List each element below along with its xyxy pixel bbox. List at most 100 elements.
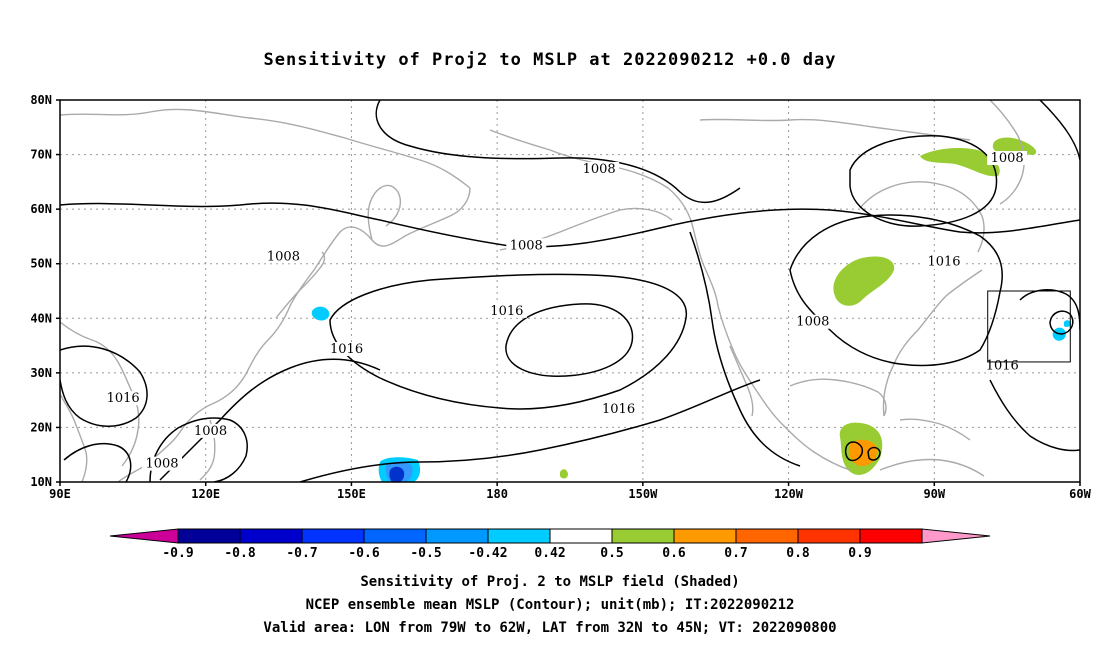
- caption-line-2: NCEP ensemble mean MSLP (Contour); unit(…: [305, 597, 795, 613]
- shade-cyan-atlantic2: [1064, 320, 1071, 328]
- contour-label-bg: [263, 249, 304, 264]
- shade-green-greenland: [992, 137, 1037, 155]
- colorbar: [109, 528, 991, 544]
- contour-label-bg: [190, 423, 231, 438]
- colorbar-swatch: [239, 528, 303, 544]
- contour-1008-arctic: [375, 100, 741, 204]
- lat-tick-label: 20N: [30, 420, 52, 434]
- lon-axis-labels: 90E 120E 150E 180 150W 120W 90W 60W: [49, 482, 1092, 501]
- colorbar-swatch: [859, 528, 923, 544]
- colorbar-level-label: 0.8: [786, 546, 810, 561]
- coast-alaska: [489, 129, 719, 307]
- colorbar-swatch: [549, 528, 613, 544]
- colorbar-level-label: 0.7: [724, 546, 747, 561]
- contour-label-bg: [486, 303, 527, 318]
- colorbar-level-label: -0.42: [468, 546, 507, 561]
- colorbar-level-label: 0.42: [534, 546, 565, 561]
- contour-1016-asia: [60, 345, 148, 427]
- lon-tick-label: 120W: [774, 487, 804, 501]
- coast-arctic-na: [699, 118, 971, 141]
- coast-asia-east: [117, 187, 471, 482]
- colorbar-arrow-high: [921, 528, 991, 544]
- contour-label: 1016: [107, 391, 140, 406]
- contour-1008-wnp: [63, 442, 132, 482]
- colorbar-swatch: [425, 528, 489, 544]
- contour-label: 1016: [602, 402, 635, 417]
- shade-green-greatlakes: [833, 256, 895, 306]
- lon-tick-label: 150E: [337, 487, 366, 501]
- contour-label: 1008: [194, 424, 227, 439]
- colorbar-level-label: -0.7: [286, 546, 317, 561]
- coast-eastcoast: [882, 269, 983, 417]
- shade-darkblue-pacific: [389, 466, 405, 482]
- coast-hudson: [859, 181, 985, 253]
- mslp-contours: [60, 100, 1080, 482]
- coast-westcoast: [717, 305, 851, 471]
- colorbar-level-label: -0.5: [410, 546, 441, 561]
- contour-closed-ca: [844, 441, 864, 462]
- lon-tick-label: 90E: [49, 487, 71, 501]
- contour-1016-pacific: [329, 273, 688, 410]
- lon-tick-label: 180: [486, 487, 508, 501]
- map-frame: [59, 99, 1081, 483]
- contour-label: 1008: [267, 249, 300, 264]
- contour-label: 1016: [490, 304, 523, 319]
- lat-tick-label: 50N: [30, 257, 52, 271]
- contour-label: 1008: [991, 151, 1024, 166]
- caption-line-1: Sensitivity of Proj. 2 to MSLP field (Sh…: [360, 574, 740, 590]
- shade-green-hudson: [920, 148, 1000, 177]
- shade-cyan-japan: [311, 306, 330, 321]
- contour-label-bg: [103, 391, 144, 406]
- contour-label-bg: [142, 456, 182, 471]
- colorbar-arrow-low: [109, 528, 179, 544]
- contour-label-bg: [579, 161, 620, 176]
- contour-atl-low: [1049, 310, 1074, 335]
- coast-india: [60, 393, 88, 482]
- contour-label-bg: [924, 254, 964, 269]
- contour-1008-westna: [689, 231, 801, 467]
- coast-asia-north: [60, 108, 471, 189]
- contour-label-bg: [326, 342, 367, 357]
- lat-tick-label: 60N: [30, 202, 52, 216]
- contour-labels: 1008 1008 1008 1016 1016 1016 1008 1008 1016 1008…: [103, 151, 1028, 472]
- caption-line-3: Valid area: LON from 79W to 62W, LAT fro…: [263, 620, 837, 636]
- contour-atl-south: [989, 379, 1080, 452]
- colorbar-swatch: [735, 528, 799, 544]
- colorbar-swatch: [797, 528, 861, 544]
- contour-1016-wpac: [159, 358, 381, 481]
- contour-closed-ca2: [867, 446, 881, 461]
- coast-caribbean: [899, 418, 971, 441]
- lon-tick-label: 150W: [628, 487, 658, 501]
- colorbar-level-label: 0.6: [662, 546, 686, 561]
- contour-1016-inner: [505, 303, 634, 377]
- contour-label: 1008: [583, 162, 616, 177]
- colorbar-swatch: [301, 528, 365, 544]
- shade-green-small: [560, 469, 568, 479]
- colorbar-swatch: [611, 528, 675, 544]
- lon-tick-label: 90W: [923, 487, 945, 501]
- contour-label: 1008: [796, 315, 829, 330]
- contour-1008-north: [60, 202, 1080, 248]
- lon-tick-label: 120E: [191, 487, 220, 501]
- coast-gulf: [789, 378, 887, 417]
- colorbar-swatch: [487, 528, 551, 544]
- lon-tick-label: 60W: [1069, 487, 1091, 501]
- contour-label-bg: [987, 151, 1028, 166]
- colorbar-level-label: -0.9: [162, 546, 193, 561]
- contour-label: 1016: [986, 358, 1019, 373]
- coast-japan: [275, 251, 326, 319]
- lat-tick-label: 70N: [30, 148, 52, 162]
- contour-1008-low-hudson: [849, 135, 998, 227]
- contour-1016-trop: [299, 379, 761, 482]
- colorbar-swatch: [363, 528, 427, 544]
- lat-tick-label: 40N: [30, 311, 52, 325]
- colorbar-level-label: -0.8: [224, 546, 255, 561]
- chart-title: Sensitivity of Proj2 to MSLP at 20220902…: [263, 50, 837, 70]
- contour-label-bg: [792, 314, 833, 329]
- contour-1016-atlantic: [789, 214, 1003, 367]
- contour-label: 1008: [510, 238, 543, 253]
- colorbar-labels: -0.9 -0.8 -0.7 -0.6 -0.5 -0.42 0.42 0.5 0.6 0.7 0.…: [162, 546, 871, 561]
- shaded-sensitivity: [311, 137, 1071, 482]
- coast-indochina: [60, 321, 140, 467]
